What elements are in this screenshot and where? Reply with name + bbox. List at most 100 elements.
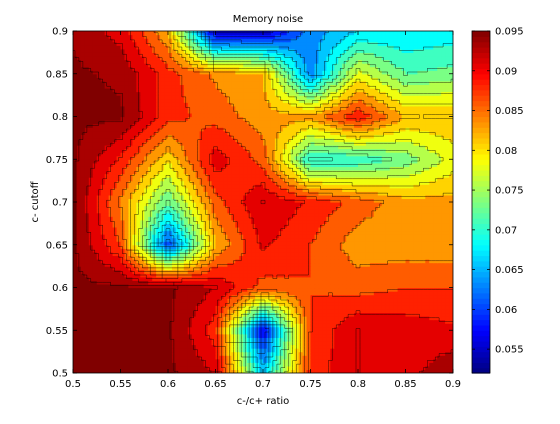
contour-cell [282, 330, 288, 335]
contour-cell [168, 340, 173, 346]
contour-cell [80, 255, 86, 260]
contour-cell [140, 255, 145, 260]
contour-cell [152, 312, 157, 317]
contour-cell [334, 294, 339, 299]
contour-cell [171, 333, 177, 338]
contour-cell [116, 191, 122, 196]
contour-cell [96, 344, 102, 349]
contour-cell [235, 237, 240, 242]
contour-cell [187, 259, 193, 264]
contour-cell [381, 348, 387, 353]
contour-cell [278, 308, 284, 314]
contour-cell [278, 323, 284, 328]
contour-cell [179, 330, 185, 335]
contour-cell [92, 276, 98, 281]
contour-cell [441, 355, 446, 360]
contour-cell [373, 330, 379, 335]
contour-cell [441, 273, 446, 278]
contour-cell [290, 362, 296, 367]
contour-cell [175, 223, 181, 228]
contour-cell [168, 283, 173, 289]
contour-cell [361, 209, 367, 214]
contour-cell [330, 348, 335, 353]
contour-cell [361, 248, 367, 253]
contour-cell [199, 226, 205, 232]
contour-cell [290, 330, 296, 335]
contour-cell [413, 273, 418, 278]
contour-cell [326, 326, 331, 331]
contour-cell [369, 301, 375, 306]
contour-cell [203, 348, 209, 353]
contour-cell [140, 330, 145, 335]
contour-cell [449, 344, 453, 349]
contour-cell [334, 362, 339, 367]
contour-cell [148, 266, 153, 271]
contour-cell [413, 202, 418, 207]
contour-cell [259, 319, 264, 324]
contour-cell [73, 255, 78, 260]
contour-cell [342, 269, 347, 274]
contour-cell [191, 248, 197, 253]
contour-cell [76, 351, 82, 356]
contour-cell [381, 365, 387, 371]
contour-cell [235, 241, 240, 246]
contour-cell [175, 194, 181, 200]
contour-cell [255, 219, 260, 224]
contour-cell [425, 259, 430, 264]
contour-cell [140, 291, 145, 296]
contour-cell [235, 216, 240, 221]
contour-cell [243, 280, 248, 285]
contour-cell [445, 212, 450, 217]
contour-cell [76, 301, 82, 306]
contour-cell [219, 333, 225, 338]
contour-cell [80, 273, 86, 278]
contour-cell [266, 259, 272, 264]
contour-cell [223, 333, 228, 338]
contour-cell [207, 333, 213, 338]
contour-cell [144, 294, 149, 299]
contour-cell [136, 326, 141, 331]
contour-cell [354, 294, 359, 299]
contour-cell [116, 362, 122, 367]
contour-cell [80, 337, 86, 342]
contour-cell [373, 326, 379, 331]
contour-cell [239, 248, 244, 253]
contour-cell [148, 191, 153, 196]
contour-cell [144, 348, 149, 353]
contour-cell [144, 269, 149, 274]
contour-cell [255, 358, 260, 363]
contour-cell [152, 237, 157, 242]
contour-cell [326, 266, 331, 271]
contour-cell [179, 323, 185, 328]
contour-cell [302, 198, 308, 203]
contour-cell [88, 358, 94, 363]
contour-cell [322, 191, 327, 196]
contour-cell [187, 212, 193, 217]
contour-cell [116, 209, 122, 214]
contour-cell [417, 251, 422, 257]
contour-cell [187, 276, 193, 281]
contour-cell [350, 248, 355, 253]
contour-cell [80, 319, 86, 324]
contour-cell [124, 358, 130, 363]
contour-cell [108, 202, 114, 207]
contour-cell [207, 323, 213, 328]
contour-cell [73, 212, 78, 217]
contour-cell [290, 348, 296, 353]
contour-cell [231, 198, 236, 203]
contour-cell [425, 369, 430, 373]
contour-cell [195, 355, 201, 360]
contour-cell [76, 337, 82, 342]
contour-cell [199, 251, 205, 257]
contour-cell [405, 369, 411, 373]
contour-cell [405, 234, 411, 239]
contour-cell [247, 298, 252, 303]
contour-cell [96, 294, 102, 299]
contour-cell [401, 298, 407, 303]
contour-cell [294, 230, 300, 235]
contour-cell [306, 298, 312, 303]
contour-cell [393, 234, 399, 239]
contour-cell [286, 362, 292, 367]
contour-cell [136, 312, 141, 317]
contour-cell [152, 262, 157, 267]
